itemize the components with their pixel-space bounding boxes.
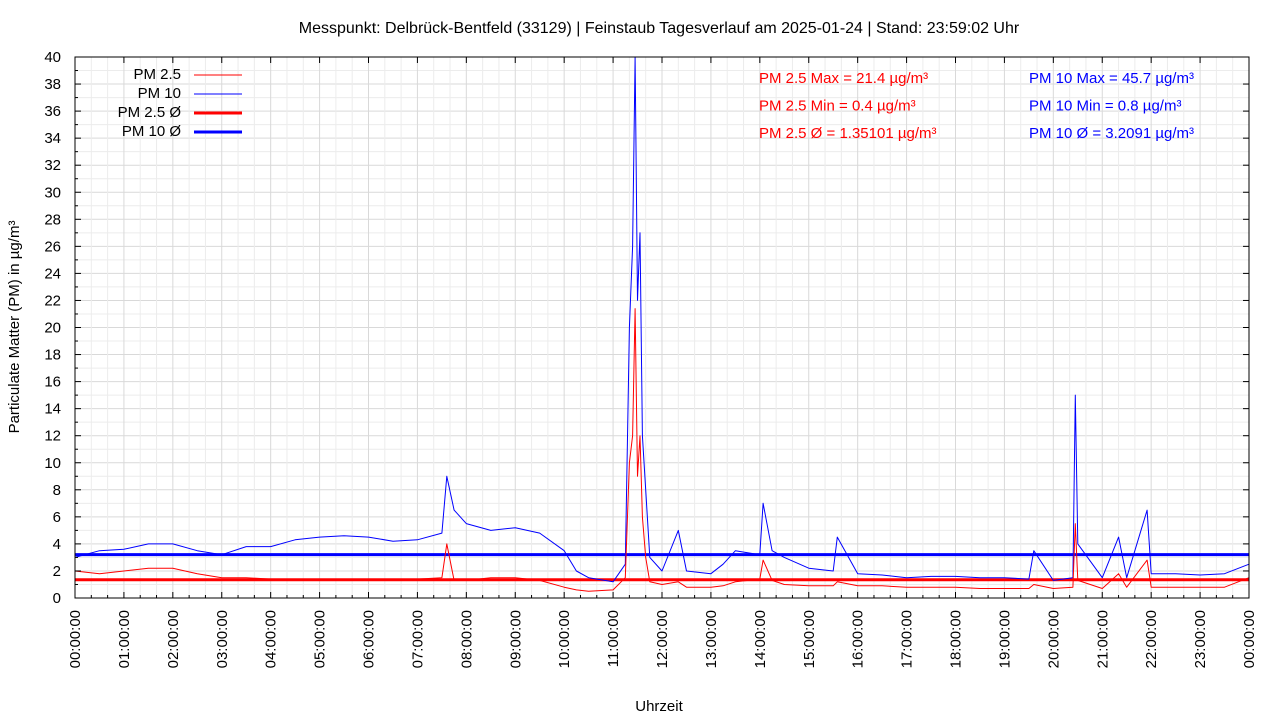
x-tick-label: 22:00:00 [1143,610,1160,668]
legend-label: PM 10 [138,85,181,102]
x-tick-label: 04:00:00 [263,610,280,668]
chart-title: Messpunkt: Delbrück-Bentfeld (33129) | F… [299,20,1020,37]
y-tick-label: 4 [53,536,61,553]
grid [74,56,1250,599]
pm25-stat-label: PM 2.5 Ø = 1.35101 µg/m³ [759,125,936,142]
y-tick-label: 6 [53,509,61,526]
x-tick-label: 03:00:00 [214,610,231,668]
pm10-stat-label: PM 10 Min = 0.8 µg/m³ [1029,98,1181,115]
x-tick-label: 16:00:00 [850,610,867,668]
legend-label: PM 2.5 Ø [118,104,182,121]
series-lines [74,56,1250,592]
y-axis-label: Particulate Matter (PM) in µg/m³ [6,221,23,434]
x-tick-label: 21:00:00 [1094,610,1111,668]
pm25-stat-label: PM 2.5 Max = 21.4 µg/m³ [759,70,928,87]
pm25-series-line [74,308,1250,592]
x-tick-label: 07:00:00 [409,610,426,668]
y-tick-label: 34 [44,130,61,147]
y-tick-label: 24 [44,265,61,282]
x-tick-label: 02:00:00 [165,610,182,668]
y-tick-label: 2 [53,563,61,580]
x-tick-label: 00:00:00 [67,610,84,668]
y-tick-label: 30 [44,184,61,201]
pm10-series-line [74,56,1250,583]
x-tick-label: 13:00:00 [703,610,720,668]
y-tick-label: 16 [44,374,61,391]
y-tick-label: 20 [44,320,61,337]
x-tick-label: 20:00:00 [1045,610,1062,668]
y-tick-label: 28 [44,211,61,228]
x-tick-label: 09:00:00 [507,610,524,668]
y-tick-label: 32 [44,157,61,174]
x-tick-label: 14:00:00 [752,610,769,668]
legend-label: PM 10 Ø [122,123,182,140]
y-tick-label: 0 [53,590,61,607]
x-axis-label: Uhrzeit [635,698,683,715]
x-tick-label: 23:00:00 [1192,610,1209,668]
axes: 024681012141618202224262830323436384000:… [44,49,1258,668]
x-tick-label: 05:00:00 [312,610,329,668]
legend: PM 2.5 PM 10 PM 2.5 Ø PM 10 Ø [118,66,242,140]
y-tick-label: 10 [44,455,61,472]
x-tick-label: 18:00:00 [948,610,965,668]
x-tick-label: 17:00:00 [899,610,916,668]
y-tick-label: 38 [44,76,61,93]
x-tick-label: 08:00:00 [458,610,475,668]
y-tick-label: 26 [44,238,61,255]
y-tick-label: 14 [44,401,61,418]
y-tick-label: 36 [44,103,61,120]
x-tick-label: 19:00:00 [996,610,1013,668]
y-tick-label: 22 [44,292,61,309]
pm10-stat-label: PM 10 Max = 45.7 µg/m³ [1029,70,1194,87]
x-tick-label: 10:00:00 [556,610,573,668]
x-tick-label: 00:00:00 [1241,610,1258,668]
x-tick-label: 06:00:00 [361,610,378,668]
y-tick-label: 8 [53,482,61,499]
pm25-stat-label: PM 2.5 Min = 0.4 µg/m³ [759,98,916,115]
x-tick-label: 15:00:00 [801,610,818,668]
x-tick-label: 12:00:00 [654,610,671,668]
annotations: PM 2.5 Max = 21.4 µg/m³ PM 2.5 Min = 0.4 … [759,70,1194,142]
pm10-stat-label: PM 10 Ø = 3.2091 µg/m³ [1029,125,1194,142]
y-tick-label: 40 [44,49,61,66]
y-tick-label: 12 [44,428,61,445]
x-tick-label: 11:00:00 [605,610,622,667]
x-tick-label: 01:00:00 [116,610,133,668]
y-tick-label: 18 [44,347,61,364]
legend-label: PM 2.5 [133,66,181,83]
